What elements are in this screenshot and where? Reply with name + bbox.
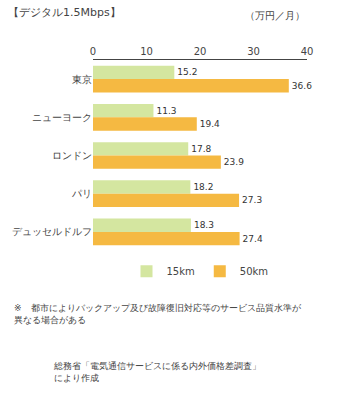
svg-text:18.2: 18.2 <box>193 182 213 192</box>
svg-text:23.9: 23.9 <box>224 157 244 167</box>
svg-text:15.2: 15.2 <box>177 67 197 77</box>
svg-text:11.3: 11.3 <box>156 106 176 116</box>
svg-text:ロンドン: ロンドン <box>52 150 92 161</box>
svg-text:15km: 15km <box>167 266 195 277</box>
svg-text:30: 30 <box>247 46 260 57</box>
svg-text:27.3: 27.3 <box>242 195 262 205</box>
svg-text:20: 20 <box>194 46 207 57</box>
svg-text:（万円／月）: （万円／月） <box>245 10 305 21</box>
svg-text:19.4: 19.4 <box>200 119 220 129</box>
svg-text:17.8: 17.8 <box>191 144 211 154</box>
svg-text:デュッセルドルフ: デュッセルドルフ <box>12 226 92 237</box>
svg-text:総務省「電気通信サービスに係る内外価格差調査」により作成: 総務省「電気通信サービスに係る内外価格差調査」により作成 <box>53 361 261 383</box>
svg-text:40: 40 <box>301 46 314 57</box>
svg-text:27.4: 27.4 <box>243 234 263 244</box>
svg-text:10: 10 <box>140 46 153 57</box>
svg-text:東京: 東京 <box>72 74 92 85</box>
svg-text:18.3: 18.3 <box>194 220 214 230</box>
svg-text:ニューヨーク: ニューヨーク <box>32 112 92 123</box>
svg-text:36.6: 36.6 <box>292 81 312 91</box>
svg-text:【デジタル1.5Mbps】: 【デジタル1.5Mbps】 <box>8 6 121 19</box>
svg-text:※ 都市によりバックアップ及び故障復旧対応等のサービス品質水: ※ 都市によりバックアップ及び故障復旧対応等のサービス品質水準が異なる場合がある <box>14 303 302 325</box>
svg-text:50km: 50km <box>240 266 268 277</box>
svg-text:パリ: パリ <box>71 188 92 199</box>
svg-text:0: 0 <box>90 46 96 57</box>
